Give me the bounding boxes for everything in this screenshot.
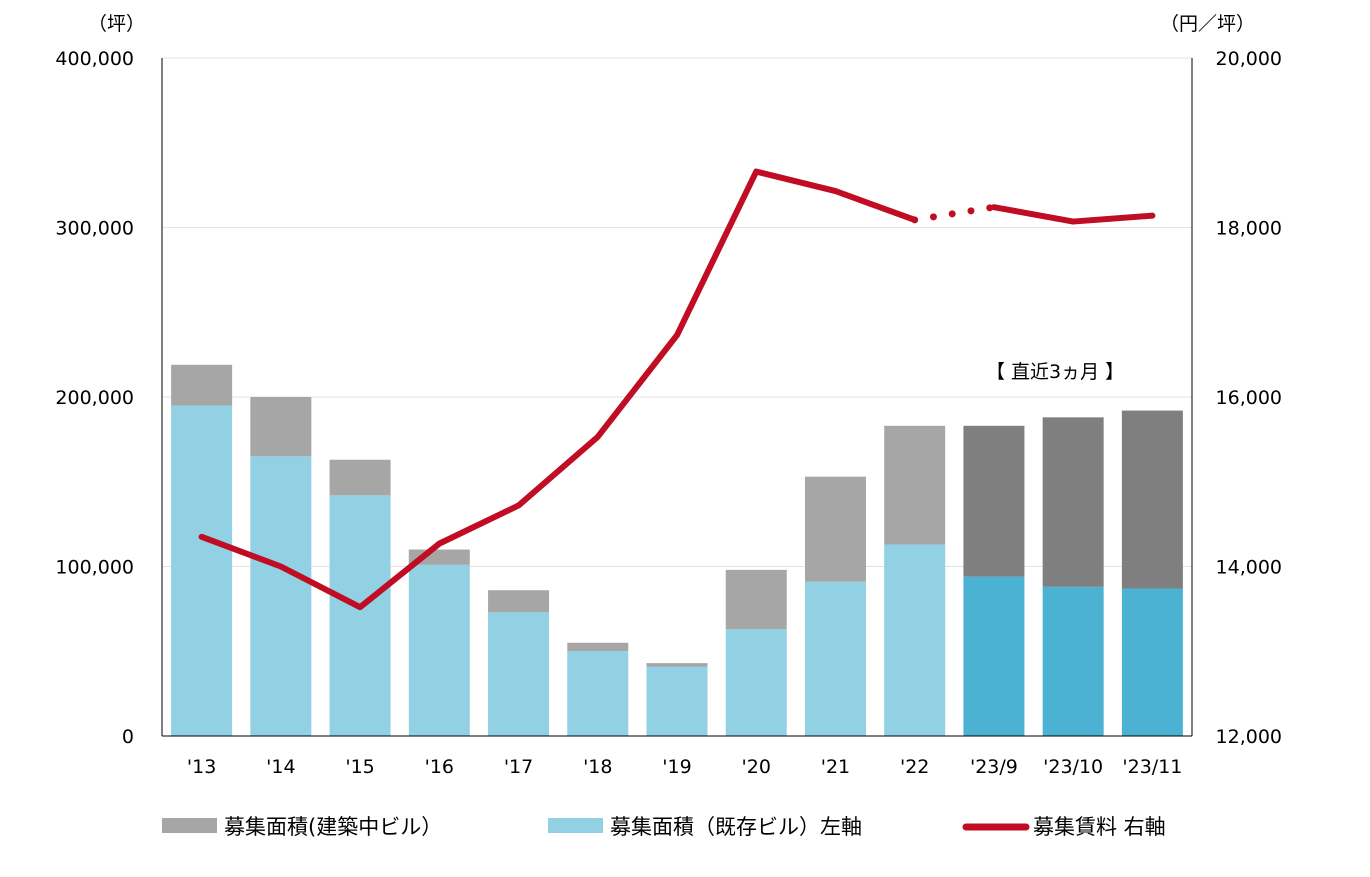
bar-existing bbox=[963, 576, 1025, 736]
legend-label: 募集面積（既存ビル）左軸 bbox=[610, 815, 862, 839]
bar-under-construction bbox=[804, 476, 866, 582]
category-label: '21 bbox=[821, 756, 850, 778]
right-tick-label: 18,000 bbox=[1216, 218, 1282, 240]
category-label: '13 bbox=[187, 756, 216, 778]
bar-existing bbox=[250, 456, 312, 736]
left-tick-label: 100,000 bbox=[55, 557, 134, 579]
bar-under-construction bbox=[884, 425, 946, 545]
bar-existing bbox=[171, 405, 233, 736]
left-tick-label: 300,000 bbox=[55, 218, 134, 240]
category-label: '23/10 bbox=[1043, 756, 1103, 778]
bar-existing bbox=[1042, 586, 1104, 736]
bar-under-construction bbox=[567, 642, 629, 652]
tick-labels: 0 100,000 200,000 300,000 400,000 12,000 14,00… bbox=[55, 48, 1282, 778]
bar-existing bbox=[725, 629, 787, 736]
category-label: '15 bbox=[345, 756, 374, 778]
left-tick-label: 0 bbox=[122, 726, 134, 748]
right-tick-label: 16,000 bbox=[1216, 387, 1282, 409]
rent-line bbox=[198, 168, 1156, 611]
legend-swatch bbox=[548, 818, 603, 833]
left-tick-label: 400,000 bbox=[55, 48, 134, 70]
bar-existing bbox=[408, 564, 470, 736]
category-label: '18 bbox=[583, 756, 612, 778]
category-label: '14 bbox=[266, 756, 295, 778]
category-label: '16 bbox=[425, 756, 454, 778]
legend-swatch bbox=[162, 818, 217, 833]
bar-existing bbox=[488, 612, 550, 736]
right-tick-label: 14,000 bbox=[1216, 557, 1282, 579]
legend: 募集面積(建築中ビル） 募集面積（既存ビル）左軸 募集賃料 右軸 bbox=[162, 815, 1166, 839]
bar-existing bbox=[804, 581, 866, 736]
bar-existing bbox=[884, 544, 946, 736]
bar-existing bbox=[646, 666, 708, 736]
right-axis-unit: （円／坪） bbox=[1160, 13, 1255, 35]
bar-under-construction bbox=[488, 590, 550, 613]
bar-under-construction bbox=[646, 663, 708, 667]
rent-line-dotted bbox=[911, 203, 998, 224]
bar-under-construction bbox=[725, 569, 787, 630]
right-tick-label: 20,000 bbox=[1216, 48, 1282, 70]
left-tick-label: 200,000 bbox=[55, 387, 134, 409]
legend-label: 募集賃料 右軸 bbox=[1033, 815, 1166, 839]
recent-3-months-annotation: 【 直近3ヵ月 】 bbox=[986, 361, 1124, 383]
category-label: '17 bbox=[504, 756, 533, 778]
rent-line-solid-2 bbox=[990, 204, 1156, 225]
bar-existing bbox=[329, 495, 391, 736]
bar-existing bbox=[1121, 588, 1183, 736]
category-label: '20 bbox=[742, 756, 771, 778]
bar-existing bbox=[567, 651, 629, 736]
labels: （坪） （円／坪） 【 直近3ヵ月 】 bbox=[88, 13, 1255, 383]
category-label: '22 bbox=[900, 756, 929, 778]
rent-line-solid-1 bbox=[198, 168, 918, 611]
bar-under-construction bbox=[250, 397, 312, 457]
bars bbox=[171, 364, 1183, 736]
axes bbox=[161, 58, 1193, 737]
legend-label: 募集面積(建築中ビル） bbox=[224, 815, 442, 839]
category-label: '19 bbox=[662, 756, 691, 778]
bar-under-construction bbox=[1042, 417, 1104, 587]
bar-under-construction bbox=[1121, 410, 1183, 589]
grid-lines bbox=[162, 57, 1192, 567]
bar-under-construction bbox=[171, 364, 233, 406]
bar-under-construction bbox=[963, 425, 1025, 577]
right-tick-label: 12,000 bbox=[1216, 726, 1282, 748]
left-axis-unit: （坪） bbox=[88, 13, 145, 35]
category-label: '23/9 bbox=[970, 756, 1018, 778]
bar-under-construction bbox=[329, 459, 391, 496]
category-label: '23/11 bbox=[1122, 756, 1182, 778]
